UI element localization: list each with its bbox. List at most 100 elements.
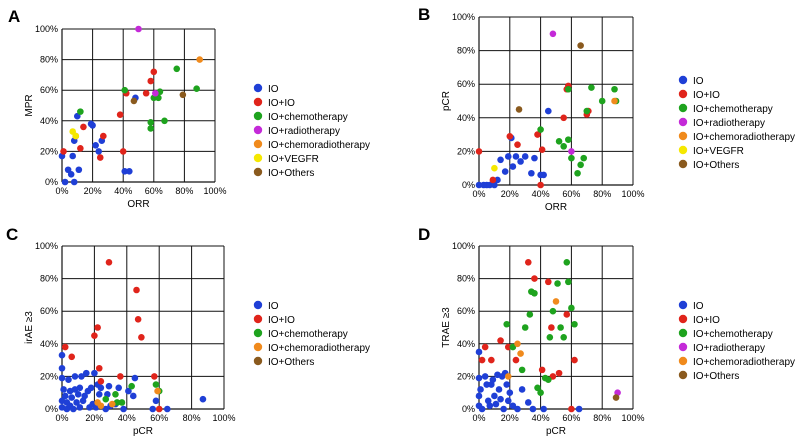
- x-axis-label: ORR: [127, 199, 149, 210]
- x-axis-label: pCR: [546, 426, 566, 437]
- data-point: [512, 153, 520, 160]
- data-point: [514, 405, 521, 413]
- panel-letter: D: [418, 225, 430, 244]
- data-point: [481, 343, 489, 351]
- data-point: [138, 333, 145, 341]
- data-point: [108, 400, 116, 408]
- panel-letter: A: [8, 7, 20, 26]
- data-point: [475, 148, 483, 155]
- x-tick-label: 40%: [114, 186, 132, 196]
- data-point: [67, 171, 75, 178]
- y-tick-label: 20%: [40, 371, 58, 381]
- data-point: [105, 382, 113, 390]
- data-point: [548, 324, 555, 331]
- x-tick-label: 40%: [118, 413, 136, 423]
- data-point: [117, 373, 124, 380]
- y-tick-label: 40%: [40, 116, 58, 126]
- legend-marker: [253, 139, 263, 149]
- legend-label: IO+chemoradiotherapy: [693, 132, 795, 143]
- y-tick-label: 60%: [457, 79, 475, 89]
- y-tick-label: 60%: [457, 306, 475, 316]
- data-point: [78, 373, 85, 380]
- data-point: [60, 386, 67, 393]
- data-point: [75, 166, 83, 174]
- data-point: [77, 145, 84, 152]
- data-point: [571, 356, 578, 364]
- x-tick-label: 80%: [183, 413, 201, 423]
- x-axis-label: pCR: [133, 426, 153, 437]
- legend-marker: [253, 328, 263, 338]
- data-point: [483, 381, 491, 388]
- data-point: [555, 369, 563, 377]
- data-point: [563, 311, 571, 318]
- x-tick-label: 60%: [562, 413, 580, 423]
- data-point: [494, 176, 501, 184]
- x-tick-label: 0%: [472, 413, 485, 423]
- data-point: [565, 85, 572, 93]
- x-tick-label: 80%: [593, 413, 611, 423]
- data-point: [95, 148, 103, 155]
- data-point: [540, 405, 547, 413]
- data-point: [69, 152, 77, 160]
- x-tick-label: 100%: [203, 186, 226, 196]
- data-point: [560, 114, 567, 122]
- y-tick-label: 80%: [40, 55, 58, 65]
- data-point: [61, 178, 69, 186]
- legend-label: IO+IO: [693, 315, 720, 326]
- legend-marker: [678, 356, 688, 366]
- data-point: [560, 333, 567, 341]
- data-point: [71, 373, 79, 380]
- x-tick-label: 60%: [145, 186, 163, 196]
- data-point: [133, 286, 140, 294]
- data-point: [130, 97, 138, 105]
- legend-marker: [678, 314, 688, 324]
- data-point: [529, 405, 537, 413]
- data-point: [80, 123, 87, 131]
- legend-marker: [253, 111, 263, 121]
- data-point: [61, 392, 69, 400]
- data-point: [509, 402, 517, 410]
- x-tick-label: 20%: [84, 186, 102, 196]
- y-axis-label: irAE ≥3: [24, 311, 35, 344]
- data-point: [102, 405, 110, 413]
- data-point: [565, 136, 572, 143]
- legend-marker: [678, 159, 688, 169]
- data-point: [68, 394, 76, 401]
- data-point: [129, 392, 137, 400]
- data-point: [580, 154, 588, 162]
- legend-marker: [678, 75, 688, 85]
- legend: IO IO+IO IO+chemotherapy IO+radiotherapy IO+…: [253, 83, 370, 179]
- legend: IO IO+IO IO+chemotherapy IO+chemoradiothera…: [253, 300, 370, 368]
- data-point: [151, 373, 158, 380]
- legend: IO IO+IO IO+chemotherapy IO+radiotherapy IO+…: [678, 300, 795, 382]
- y-tick-label: 60%: [40, 306, 58, 316]
- data-point: [126, 167, 133, 175]
- x-tick-label: 20%: [85, 413, 103, 423]
- data-point: [552, 298, 560, 305]
- legend-label: IO: [693, 76, 704, 87]
- data-point: [495, 386, 503, 393]
- data-point: [486, 181, 494, 189]
- data-point: [119, 148, 127, 155]
- legend-marker: [253, 342, 263, 352]
- data-point: [74, 391, 82, 398]
- legend-marker: [678, 342, 688, 352]
- data-point: [68, 353, 76, 361]
- data-point: [537, 389, 544, 397]
- data-point: [475, 181, 483, 189]
- data-point: [503, 320, 511, 328]
- x-tick-label: 0%: [472, 189, 485, 199]
- data-point: [70, 178, 78, 186]
- data-point: [577, 161, 584, 169]
- data-point: [577, 42, 584, 49]
- x-tick-label: 80%: [175, 186, 193, 196]
- data-point: [96, 154, 104, 161]
- legend-label: IO+chemoradiotherapy: [268, 140, 370, 151]
- y-tick-label: 100%: [35, 241, 58, 251]
- data-point: [568, 405, 575, 413]
- data-point: [497, 156, 504, 164]
- data-point: [518, 366, 526, 374]
- legend-marker: [678, 328, 688, 338]
- data-point: [152, 381, 160, 388]
